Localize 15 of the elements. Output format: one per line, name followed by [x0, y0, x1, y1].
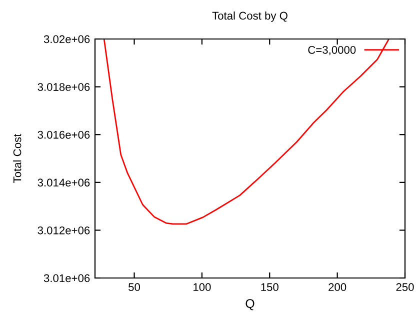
y-axis-title: Total Cost — [13, 134, 22, 183]
y-tick-label: 3.02e+06 — [44, 35, 90, 44]
legend-label: C=3,0000 — [308, 46, 356, 56]
x-tick-label: 50 — [128, 283, 140, 292]
x-tick-label: 200 — [328, 283, 346, 292]
y-tick-label: 3.018e+06 — [38, 83, 90, 91]
x-tick-label: 100 — [194, 283, 211, 292]
x-axis-title: Q — [246, 299, 254, 310]
y-tick-label: 3.014e+06 — [38, 178, 90, 187]
y-tick-label: 3.016e+06 — [38, 130, 90, 139]
y-tick-label: 3.012e+06 — [38, 226, 90, 234]
x-tick-label: 250 — [396, 283, 414, 292]
y-tick-label: 3.01e+06 — [44, 274, 90, 282]
chart-title: Total Cost by Q — [212, 12, 288, 22]
x-tick-label: 150 — [261, 283, 278, 292]
